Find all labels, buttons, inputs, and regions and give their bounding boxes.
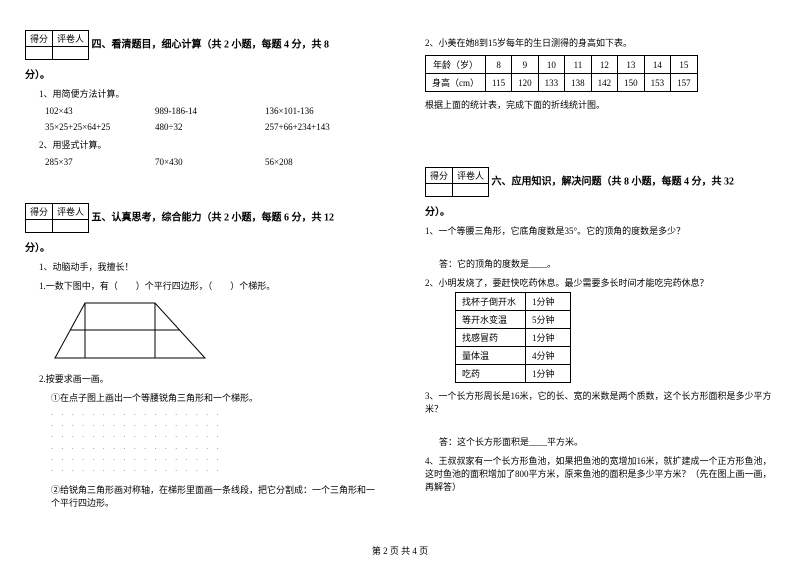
s6-q1: 1、一个等腰三角形，它底角度数是35°。它的顶角的度数是多少？ <box>425 224 775 237</box>
calc-row: 102×43989-186-14136×101-136 <box>45 106 375 116</box>
s6-q2: 2、小明发烧了，要赶快吃药休息。最少需要多长时间才能吃完药休息？ <box>425 276 775 289</box>
s6-q1a: 答：它的顶角的度数是____。 <box>439 257 775 270</box>
section-5-title: 五、认真思考，综合能力（共 2 小题，每题 6 分，共 12 <box>92 212 335 223</box>
s6-q3: 3、一个长方形周长是16米，它的长、宽的米数是两个质数，这个长方形面积是多少平方… <box>425 389 775 415</box>
s5-q1: 1、动脑动手，我擅长！ <box>39 260 375 273</box>
s5-q1b: 2.按要求画一画。 <box>39 372 375 385</box>
s5-q2-intro: 2、小美在她8到15岁每年的生日测得的身高如下表。 <box>425 36 775 49</box>
page-footer: 第 2 页 共 4 页 <box>0 544 800 557</box>
score-box: 得分评卷人 <box>25 30 89 60</box>
section-4-title-2: 分）。 <box>25 70 50 81</box>
section-6-title: 六、应用知识，解决问题（共 8 小题，每题 4 分，共 32 <box>492 176 735 187</box>
age-height-table: 年龄（岁）89101112131415 身高（cm）11512013313814… <box>425 55 698 92</box>
s4-q2: 2、用竖式计算。 <box>39 138 375 151</box>
section-6-title-2: 分）。 <box>425 207 450 218</box>
section-4-title: 四、看清题目，细心计算（共 2 小题，每题 4 分，共 8 <box>92 39 330 50</box>
section-5-title-2: 分）。 <box>25 243 50 254</box>
trapezoid-figure <box>45 298 375 366</box>
s4-q1: 1、用简便方法计算。 <box>39 87 375 100</box>
score-box: 得分评卷人 <box>425 167 489 197</box>
dot-grid: ········································… <box>51 410 375 477</box>
s6-q4: 4、王叔叔家有一个长方形鱼池，如果把鱼池的宽增加16米，就扩建成一个正方形鱼池，… <box>425 454 775 493</box>
calc-row: 285×3770×43056×208 <box>45 157 375 167</box>
s5-q1b1: ①在点子图上画出一个等腰锐角三角形和一个梯形。 <box>51 391 375 404</box>
s6-q3a: 答：这个长方形面积是____平方米。 <box>439 435 775 448</box>
task-time-table: 找杯子倒开水1分钟 等开水变温5分钟 找感冒药1分钟 量体温4分钟 吃药1分钟 <box>455 292 571 383</box>
calc-row: 35×25+25×64+25480÷32257+66+234+143 <box>45 122 375 132</box>
score-box: 得分评卷人 <box>25 203 89 233</box>
s5-q1b2: ②给锐角三角形画对称轴，在梯形里面画一条线段，把它分割成：一个三角形和一个平行四… <box>51 483 375 509</box>
s5-q1a: 1.一数下图中，有（ ）个平行四边形，（ ）个梯形。 <box>39 279 375 292</box>
s5-q2-note: 根据上面的统计表，完成下面的折线统计图。 <box>425 98 775 111</box>
